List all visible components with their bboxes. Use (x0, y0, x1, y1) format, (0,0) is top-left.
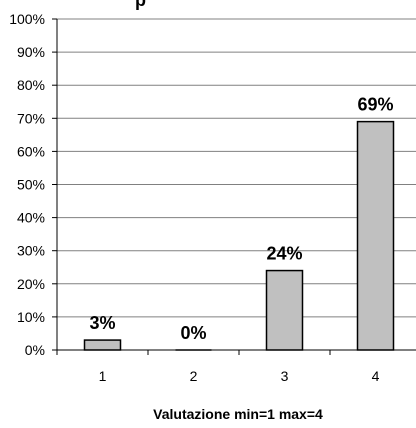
bar (265, 269, 304, 351)
y-tick-label: 60% (17, 143, 45, 159)
y-tick-labels: 0% 10% 20% 30% 40% 50% 60% 70% 80% 90% 100% (9, 11, 45, 358)
x-tick-label: 4 (372, 368, 380, 384)
data-label: 69% (357, 95, 393, 115)
data-labels: 3% 0% 24% 69% (89, 95, 393, 343)
y-tick-label: 0% (25, 342, 45, 358)
data-label: 0% (180, 323, 206, 343)
y-tick-label: 80% (17, 77, 45, 93)
axes (52, 18, 416, 355)
y-tick-label: 70% (17, 110, 45, 126)
x-tick-label: 1 (99, 368, 107, 384)
bar (83, 339, 122, 351)
bar (356, 120, 395, 351)
x-axis-title: Valutazione min=1 max=4 (153, 406, 323, 422)
y-tick-label: 30% (17, 243, 45, 259)
bars (83, 120, 395, 351)
data-label: 24% (266, 244, 302, 264)
y-tick-label: 10% (17, 309, 45, 325)
data-label: 3% (89, 313, 115, 333)
y-tick-label: 50% (17, 177, 45, 193)
y-tick-label: 90% (17, 44, 45, 60)
gridlines (57, 18, 416, 318)
y-tick-label: 40% (17, 210, 45, 226)
chart-title-clipped: p (135, 0, 146, 10)
y-tick-label: 100% (9, 11, 45, 27)
x-tick-label: 3 (281, 368, 289, 384)
y-tick-label: 20% (17, 276, 45, 292)
x-tick-label: 2 (190, 368, 198, 384)
x-tick-labels: 1 2 3 4 (99, 368, 380, 384)
